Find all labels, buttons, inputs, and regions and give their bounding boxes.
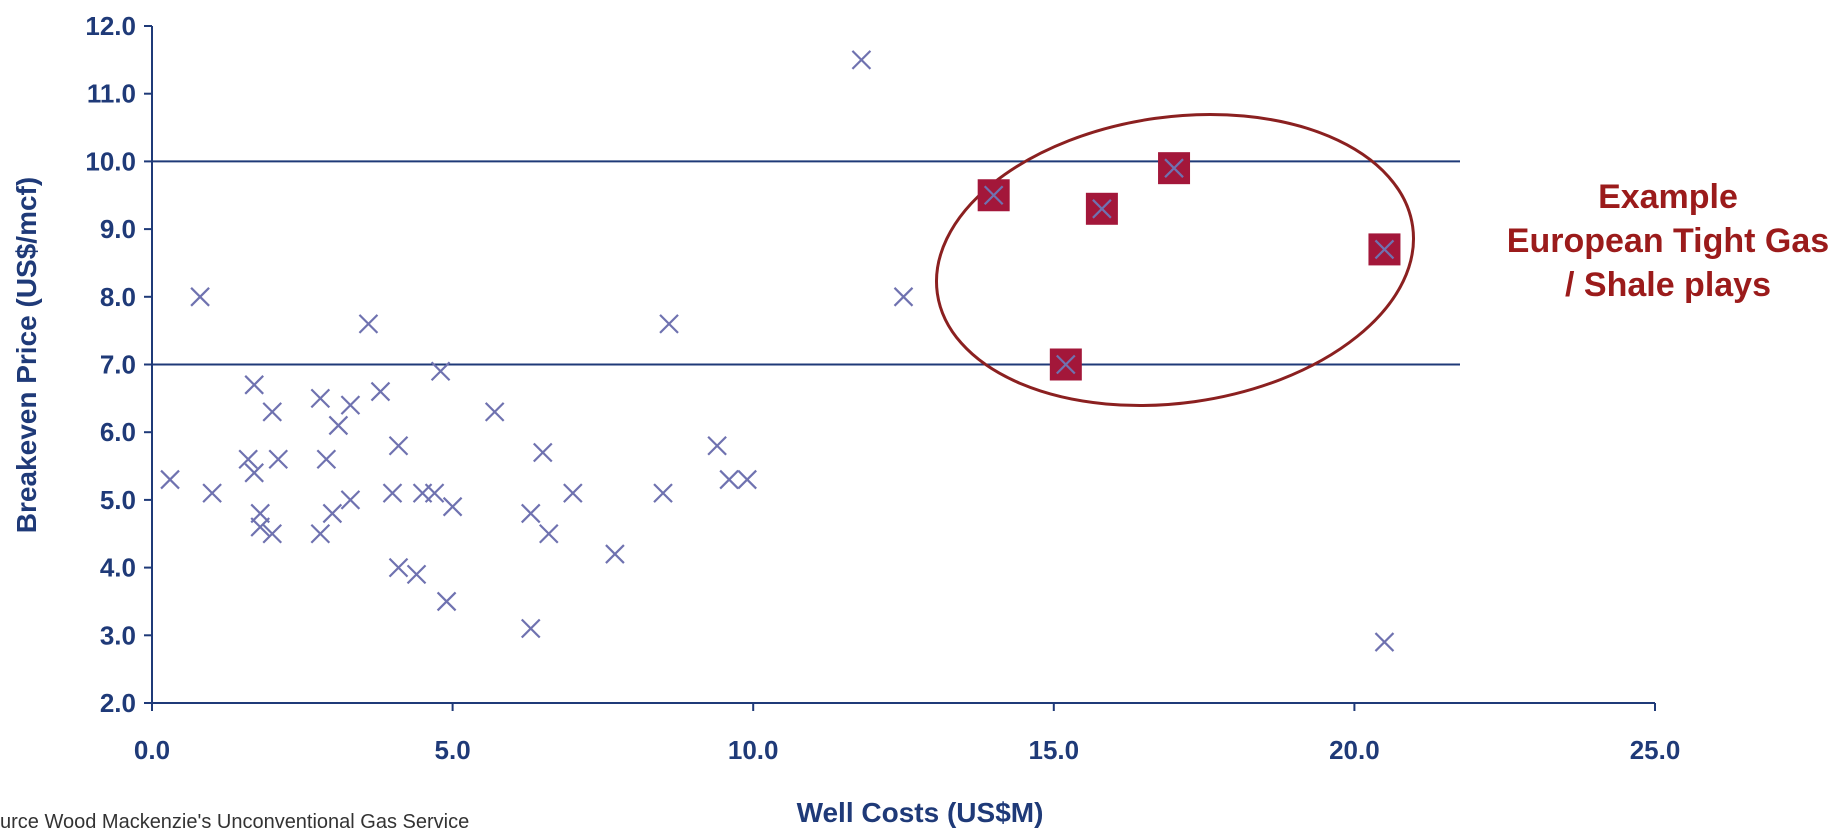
tick-labels: 2.0 3.0 4.0 5.0 6.0 7.0 8.0 9.0 10.0 11.0 12.0 0.0 5…	[85, 11, 1680, 765]
data-point	[340, 395, 361, 415]
data-point	[1374, 239, 1395, 260]
data-point	[436, 591, 457, 612]
data-point	[328, 415, 349, 436]
data-point	[1092, 199, 1112, 219]
y-tick-label: 5.0	[100, 485, 136, 515]
data-point	[893, 287, 914, 307]
y-tick-label: 3.0	[100, 620, 136, 650]
data-point	[190, 287, 210, 307]
data-point	[520, 503, 541, 524]
data-point	[316, 449, 337, 470]
data-point	[983, 185, 1004, 206]
data-point	[322, 503, 343, 524]
data-point	[268, 449, 289, 470]
data-point	[1164, 158, 1184, 178]
highlighted-points	[977, 152, 1401, 381]
data-point	[310, 388, 331, 409]
data-point	[244, 375, 264, 395]
annotation-line-1: Example	[1598, 178, 1738, 216]
highlight-ellipse	[935, 113, 1415, 407]
data-point	[520, 618, 541, 639]
data-point	[244, 463, 264, 483]
data-point	[719, 469, 739, 490]
data-point	[160, 469, 180, 490]
data-point	[388, 435, 409, 456]
y-tick-label: 6.0	[100, 417, 136, 447]
data-point	[653, 483, 673, 503]
data-point	[737, 469, 757, 490]
data-point	[563, 483, 583, 503]
data-point	[424, 483, 445, 503]
y-axis-title: Breakeven Price (US$/mcf)	[11, 177, 42, 533]
data-point	[358, 314, 379, 334]
x-tick-label: 5.0	[435, 735, 471, 765]
x-axis-title: Well Costs (US$M)	[797, 797, 1044, 828]
y-tick-label: 12.0	[85, 11, 136, 41]
y-tick-label: 11.0	[87, 79, 136, 109]
data-point	[382, 483, 403, 503]
reference-lines	[152, 160, 1460, 366]
data-point	[533, 442, 553, 463]
data-point	[1374, 632, 1395, 652]
data-point	[250, 517, 270, 537]
data-point	[340, 490, 361, 510]
y-tick-label: 2.0	[100, 688, 136, 718]
data-point	[202, 483, 222, 503]
x-tick-label: 20.0	[1329, 735, 1380, 765]
data-point	[238, 449, 258, 470]
data-point	[388, 557, 409, 578]
data-point	[310, 523, 331, 544]
data-point	[605, 544, 625, 564]
x-tick-label: 15.0	[1028, 735, 1079, 765]
data-point	[1056, 354, 1076, 375]
data-point	[262, 523, 283, 544]
data-point	[707, 435, 727, 456]
annotation-line-3: / Shale plays	[1565, 266, 1771, 304]
y-tick-label: 10.0	[85, 146, 136, 176]
data-point	[851, 50, 872, 70]
data-point	[262, 402, 283, 422]
y-tick-label: 4.0	[100, 553, 136, 583]
data-point	[370, 381, 391, 402]
x-tick-label: 25.0	[1630, 735, 1681, 765]
data-point	[406, 564, 427, 585]
annotation-line-2: European Tight Gas	[1507, 222, 1829, 260]
x-tick-label: 0.0	[134, 735, 170, 765]
source-note: urce Wood Mackenzie's Unconventional Gas…	[0, 811, 469, 829]
axes	[144, 25, 1656, 711]
x-tick-label: 10.0	[728, 735, 779, 765]
data-points	[160, 50, 1395, 652]
y-tick-label: 9.0	[100, 214, 136, 244]
data-point	[430, 361, 451, 382]
data-point	[659, 314, 679, 334]
data-point	[442, 496, 463, 517]
data-point	[484, 402, 505, 422]
data-point	[539, 523, 559, 544]
y-tick-label: 7.0	[100, 350, 136, 380]
y-tick-label: 8.0	[100, 282, 136, 312]
